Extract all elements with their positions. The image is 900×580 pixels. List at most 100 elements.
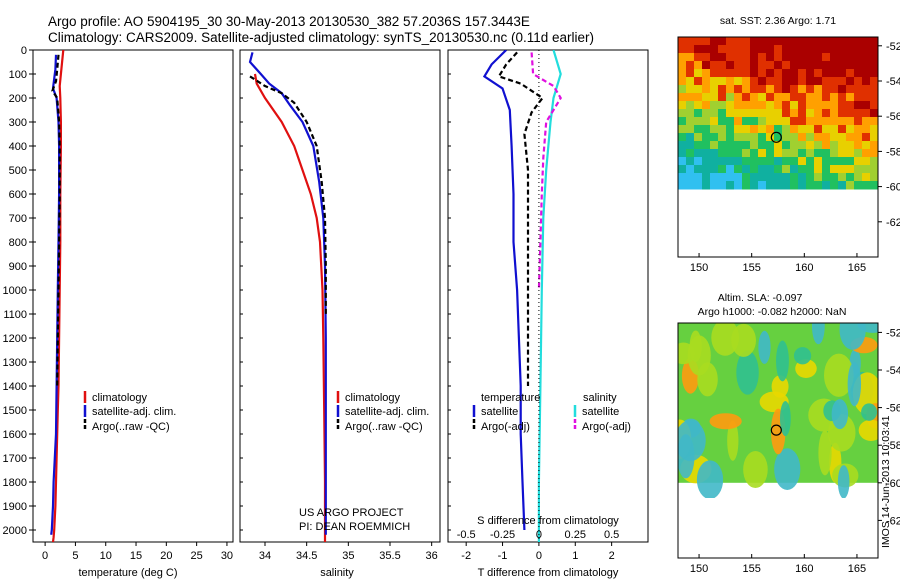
sst-cell [742, 173, 751, 182]
sst-cell [726, 101, 735, 110]
sst-cell [846, 141, 855, 150]
sst-cell [830, 37, 839, 46]
sst-cell [766, 149, 775, 158]
sst-cell [846, 77, 855, 86]
sst-cell [830, 141, 839, 150]
sst-cell [854, 125, 863, 134]
sst-cell [790, 117, 799, 126]
sst-cell [718, 157, 727, 166]
sla-blob [709, 413, 742, 430]
sst-cell [782, 173, 791, 182]
sst-cell [742, 165, 751, 174]
sst-cell [806, 157, 815, 166]
sst-cell [806, 45, 815, 54]
sst-cell [854, 117, 863, 126]
sst-cell [806, 181, 815, 190]
sst-cell [814, 109, 823, 118]
sst-cell [782, 141, 791, 150]
sla-blob [711, 323, 740, 356]
sst-cell [830, 165, 839, 174]
sst-cell [726, 157, 735, 166]
sst-cell [726, 37, 735, 46]
sst-cell [870, 61, 878, 70]
sst-cell [870, 149, 878, 158]
sst-cell [758, 133, 767, 142]
sst-cell [790, 69, 799, 78]
map-y-tick-label: -52 [886, 41, 900, 53]
sla-blob [678, 420, 706, 462]
sst-cell [702, 141, 711, 150]
sst-cell [686, 157, 695, 166]
sst-cell [838, 45, 847, 54]
sst-cell [758, 61, 767, 70]
sst-cell [790, 77, 799, 86]
sst-cell [718, 117, 727, 126]
sla-blob [793, 347, 812, 365]
sst-cell [846, 133, 855, 142]
sla-blob [858, 419, 878, 441]
sst-cell [750, 165, 759, 174]
sst-cell [742, 133, 751, 142]
sst-cell [702, 117, 711, 126]
legend-label-argo: Argo(..raw -QC) [345, 421, 423, 433]
sst-cell [806, 173, 815, 182]
sst-cell [798, 109, 807, 118]
depth-tick-label: 1800 [3, 477, 27, 489]
sst-cell [854, 149, 863, 158]
sst-cell [702, 101, 711, 110]
sst-cell [710, 93, 719, 102]
sst-cell [814, 69, 823, 78]
depth-tick-label: 900 [9, 261, 27, 273]
sst-cell [758, 181, 767, 190]
sst-cell [718, 125, 727, 134]
sst-cell [678, 125, 687, 134]
sst-cell [822, 141, 831, 150]
sst-cell [750, 37, 759, 46]
sst-cell [710, 181, 719, 190]
x-tick-label: 5 [72, 550, 78, 562]
depth-tick-label: 500 [9, 165, 27, 177]
sst-cell [782, 117, 791, 126]
x-tick2-label: -0.25 [490, 529, 515, 541]
sst-cell [862, 61, 871, 70]
sla-blob [831, 399, 849, 430]
sst-cell [774, 45, 783, 54]
sst-cell [854, 101, 863, 110]
sla-blob [736, 350, 759, 395]
sst-cell [702, 133, 711, 142]
map-x-tick-label: 165 [848, 262, 866, 274]
sst-map: 150 155 160 165 -52 -54 -56 -58 -60 -62 [678, 37, 900, 274]
sst-cell [806, 61, 815, 70]
sst-cell [718, 37, 727, 46]
sst-cell [694, 173, 703, 182]
sst-cell [862, 125, 871, 134]
float-marker [770, 131, 782, 143]
sst-cell [814, 85, 823, 94]
sst-cell [686, 117, 695, 126]
difference-panel: -2 -1 0 1 2 -0.5 -0.25 0 0.25 0.5 [448, 49, 619, 562]
sst-cell [782, 45, 791, 54]
sst-cell [678, 165, 687, 174]
sst-cell [822, 157, 831, 166]
sst-cell [694, 149, 703, 158]
map-x-tick-label: 155 [743, 563, 761, 575]
map-x-tick-label: 160 [795, 262, 813, 274]
series-group [482, 50, 562, 542]
sst-cell [774, 61, 783, 70]
series-group [50, 50, 65, 542]
sst-cell [830, 157, 839, 166]
sst-cell [774, 117, 783, 126]
sst-cell [694, 77, 703, 86]
sst-cell [678, 149, 687, 158]
sst-cell [686, 37, 695, 46]
sst-cell [862, 149, 871, 158]
sst-cell [790, 125, 799, 134]
sla-blob [818, 430, 832, 476]
x-tick-label: 15 [130, 550, 142, 562]
sst-cell [702, 53, 711, 62]
sst-cell [726, 173, 735, 182]
sst-cell [814, 133, 823, 142]
sst-cell [806, 133, 815, 142]
series-line-temperature-argo-adj- [497, 51, 545, 386]
sst-cell [814, 157, 823, 166]
